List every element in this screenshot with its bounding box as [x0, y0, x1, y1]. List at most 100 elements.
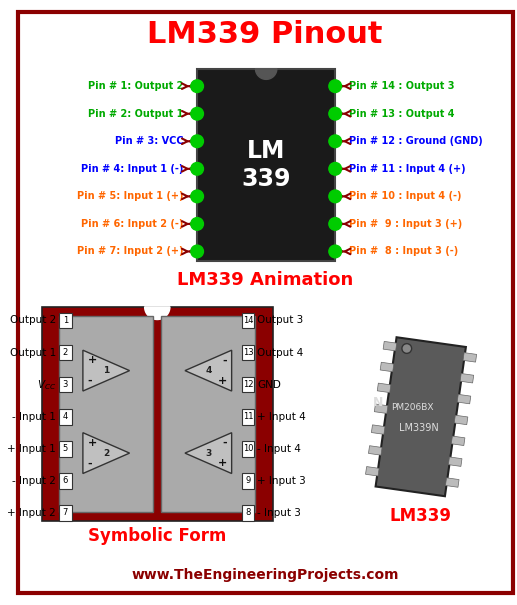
Circle shape	[191, 218, 204, 231]
Text: 3: 3	[205, 448, 211, 457]
Bar	[380, 362, 394, 371]
Bar	[242, 473, 254, 489]
Polygon shape	[145, 307, 170, 319]
Bar	[454, 415, 468, 425]
Bar	[59, 473, 72, 489]
Circle shape	[191, 135, 204, 148]
Text: PM206BX: PM206BX	[391, 403, 433, 412]
Circle shape	[329, 190, 342, 203]
Text: +: +	[218, 376, 227, 386]
Bar	[59, 409, 72, 425]
Circle shape	[329, 218, 342, 231]
Text: $V_{CC}$: $V_{CC}$	[37, 378, 56, 391]
Bar	[242, 441, 254, 457]
Text: +: +	[218, 459, 227, 468]
Circle shape	[329, 80, 342, 93]
Text: -: -	[88, 376, 93, 386]
Text: Pin # 11 : Input 4 (+): Pin # 11 : Input 4 (+)	[349, 164, 465, 174]
Text: LM339 Animation: LM339 Animation	[177, 270, 353, 289]
Text: 12: 12	[243, 380, 253, 389]
Bar	[448, 457, 462, 466]
Bar	[374, 404, 388, 413]
Circle shape	[191, 190, 204, 203]
Bar	[383, 341, 397, 351]
Text: Pin #  8 : Input 3 (-): Pin # 8 : Input 3 (-)	[349, 246, 458, 257]
Bar	[369, 446, 382, 455]
Text: LM339: LM339	[390, 507, 452, 525]
Bar	[460, 373, 474, 383]
Text: -: -	[222, 438, 227, 448]
Text: 13: 13	[243, 348, 253, 357]
Text: Pin # 5: Input 1 (+): Pin # 5: Input 1 (+)	[77, 191, 184, 201]
Text: Pin # 7: Input 2 (+): Pin # 7: Input 2 (+)	[77, 246, 184, 257]
Bar	[446, 478, 459, 487]
Text: Pin #  9 : Input 3 (+): Pin # 9 : Input 3 (+)	[349, 219, 462, 229]
Bar	[457, 394, 471, 404]
Bar	[451, 436, 465, 445]
Text: 2: 2	[63, 348, 68, 357]
Bar	[59, 345, 72, 361]
Text: Pin # 13 : Output 4: Pin # 13 : Output 4	[349, 109, 454, 119]
Text: + Input 4: + Input 4	[257, 412, 306, 422]
Text: - Input 2: - Input 2	[12, 476, 56, 486]
Bar	[375, 337, 466, 496]
Bar	[377, 383, 391, 393]
Text: GND: GND	[257, 380, 281, 390]
Text: 4: 4	[205, 366, 211, 375]
Circle shape	[191, 245, 204, 258]
Text: -: -	[88, 459, 93, 468]
Text: 9: 9	[246, 476, 251, 485]
Polygon shape	[185, 350, 232, 391]
Text: 14: 14	[243, 316, 253, 325]
Text: 4: 4	[63, 412, 68, 421]
Bar	[59, 441, 72, 457]
Bar	[242, 377, 254, 393]
Text: -: -	[222, 355, 227, 365]
Text: Pin # 10 : Input 4 (-): Pin # 10 : Input 4 (-)	[349, 191, 461, 201]
Bar	[59, 316, 154, 512]
Text: www.TheEngineeringProjects.com: www.TheEngineeringProjects.com	[131, 568, 399, 582]
Text: +: +	[88, 438, 97, 448]
Text: - Input 1: - Input 1	[12, 412, 56, 422]
Text: Pin # 3: VCC: Pin # 3: VCC	[115, 136, 184, 146]
Bar	[59, 505, 72, 521]
Text: LM339 Pinout: LM339 Pinout	[147, 20, 383, 49]
Circle shape	[402, 344, 412, 353]
Text: 3: 3	[63, 380, 68, 389]
Text: N: N	[373, 396, 384, 410]
Polygon shape	[255, 69, 277, 79]
Circle shape	[191, 80, 204, 93]
Text: Output 1: Output 1	[10, 347, 56, 358]
Circle shape	[329, 245, 342, 258]
Text: 10: 10	[243, 444, 253, 453]
Text: LM339N: LM339N	[399, 424, 439, 433]
Text: LM
339: LM 339	[241, 139, 291, 191]
Text: 7: 7	[63, 508, 68, 517]
Circle shape	[191, 108, 204, 120]
Text: +: +	[88, 355, 97, 365]
Text: Output 2: Output 2	[10, 315, 56, 325]
Text: + Input 2: + Input 2	[7, 508, 56, 518]
Bar	[371, 425, 385, 434]
Text: Pin # 14 : Output 3: Pin # 14 : Output 3	[349, 81, 454, 91]
Bar	[242, 505, 254, 521]
Polygon shape	[83, 433, 130, 474]
Polygon shape	[83, 350, 130, 391]
Text: - Input 4: - Input 4	[257, 444, 301, 454]
Text: Pin # 6: Input 2 (-): Pin # 6: Input 2 (-)	[81, 219, 184, 229]
Bar	[197, 69, 335, 261]
Circle shape	[329, 108, 342, 120]
Text: Output 4: Output 4	[257, 347, 303, 358]
Circle shape	[191, 163, 204, 175]
Text: Pin # 2: Output 1: Pin # 2: Output 1	[88, 109, 184, 119]
Text: Symbolic Form: Symbolic Form	[88, 528, 226, 545]
Text: 8: 8	[246, 508, 251, 517]
Circle shape	[329, 135, 342, 148]
Bar	[59, 313, 72, 329]
Bar	[242, 345, 254, 361]
Bar	[161, 316, 255, 512]
Polygon shape	[185, 433, 232, 474]
Bar	[242, 409, 254, 425]
Circle shape	[329, 163, 342, 175]
Text: + Input 3: + Input 3	[257, 476, 306, 486]
